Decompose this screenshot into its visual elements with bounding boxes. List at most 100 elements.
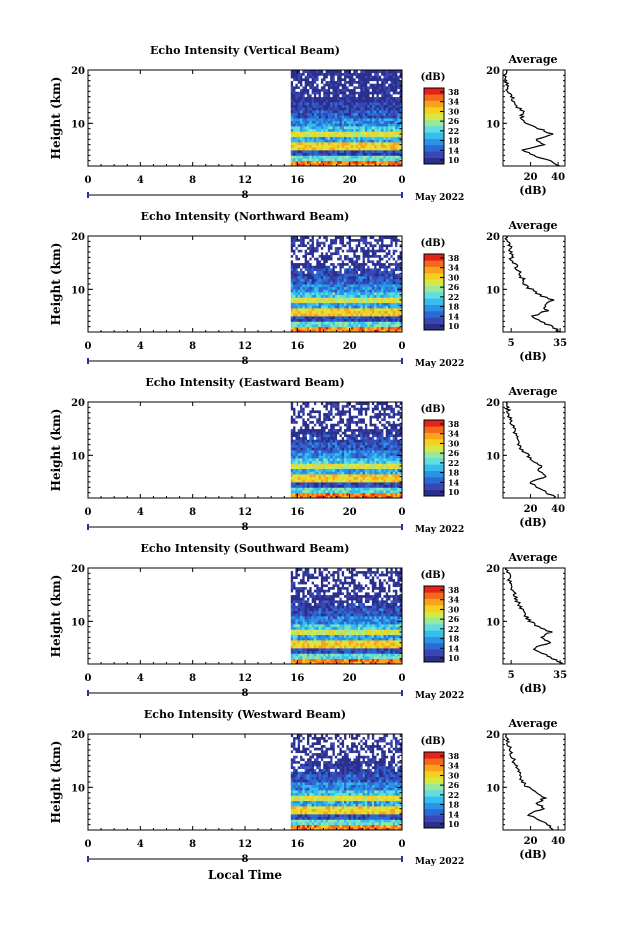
heatmap-cell bbox=[318, 112, 322, 116]
heatmap-cell bbox=[311, 313, 315, 317]
heatmap-cell bbox=[339, 482, 343, 486]
heatmap-cell bbox=[360, 426, 364, 430]
heatmap-cell bbox=[374, 139, 377, 143]
heatmap-cell bbox=[307, 418, 310, 422]
heatmap-cell bbox=[390, 254, 394, 258]
heatmap-cell bbox=[383, 155, 387, 159]
heatmap-cell bbox=[399, 305, 403, 309]
heatmap-cell bbox=[316, 436, 319, 440]
heatmap-cell bbox=[339, 305, 343, 309]
heatmap-cell bbox=[295, 244, 299, 248]
heatmap-cell bbox=[290, 297, 294, 301]
heatmap-cell bbox=[304, 466, 308, 470]
heatmap-cell bbox=[295, 246, 299, 250]
heatmap-cell bbox=[300, 262, 303, 266]
heatmap-cell bbox=[295, 447, 299, 451]
heatmap-cell bbox=[297, 281, 301, 285]
heatmap-cell bbox=[351, 426, 354, 430]
heatmap-cell bbox=[388, 142, 391, 146]
heatmap-cell bbox=[371, 241, 375, 245]
heatmap-cell bbox=[374, 88, 377, 92]
heatmap-cell bbox=[304, 238, 308, 242]
heatmap-cell bbox=[313, 123, 317, 127]
heatmap-cell bbox=[395, 160, 398, 164]
heatmap-cell bbox=[357, 418, 361, 422]
heatmap-cell bbox=[353, 428, 357, 432]
heatmap-cell bbox=[346, 404, 350, 408]
heatmap-cell bbox=[334, 490, 338, 494]
heatmap-cell bbox=[330, 436, 333, 440]
heatmap-cell bbox=[351, 308, 354, 312]
heatmap-cell bbox=[302, 150, 306, 154]
heatmap-cell bbox=[320, 329, 324, 333]
heatmap-cell bbox=[388, 118, 391, 122]
heatmap-cell bbox=[346, 471, 350, 475]
heatmap-cell bbox=[376, 126, 380, 130]
heatmap-cell bbox=[362, 313, 366, 317]
heatmap-cell bbox=[325, 163, 329, 167]
heatmap-cell bbox=[392, 123, 396, 127]
heatmap-cell bbox=[295, 300, 299, 304]
heatmap-cell bbox=[392, 152, 396, 156]
heatmap-cell bbox=[395, 104, 398, 108]
heatmap-cell bbox=[388, 128, 391, 132]
heatmap-cell bbox=[346, 86, 350, 90]
heatmap-cell bbox=[369, 118, 373, 122]
heatmap-cell bbox=[313, 316, 317, 320]
heatmap-cell bbox=[295, 147, 299, 151]
heatmap-cell bbox=[348, 83, 352, 87]
heatmap-cell bbox=[360, 415, 364, 419]
heatmap-cell bbox=[344, 147, 347, 151]
heatmap-cell bbox=[367, 83, 370, 87]
heatmap-cell bbox=[316, 252, 319, 256]
heatmap-cell bbox=[357, 487, 361, 491]
heatmap-cell bbox=[339, 160, 343, 164]
heatmap-cell bbox=[364, 428, 368, 432]
heatmap-cell bbox=[339, 415, 343, 419]
heatmap-cell bbox=[339, 292, 343, 296]
heatmap-cell bbox=[295, 297, 299, 301]
heatmap-cell bbox=[392, 276, 396, 280]
heatmap-cell bbox=[297, 107, 301, 111]
heatmap-cell bbox=[316, 273, 319, 277]
heatmap-cell bbox=[364, 152, 368, 156]
heatmap-cell bbox=[357, 479, 361, 483]
heatmap-cell bbox=[327, 300, 331, 304]
heatmap-cell bbox=[309, 490, 313, 494]
heatmap-cell bbox=[302, 273, 306, 277]
heatmap-cell bbox=[334, 281, 338, 285]
heatmap-cell bbox=[334, 452, 338, 456]
heatmap-cell bbox=[360, 131, 364, 135]
heatmap-cell bbox=[357, 407, 361, 411]
heatmap-cell bbox=[307, 471, 310, 475]
heatmap-cell bbox=[360, 316, 364, 320]
heatmap-cell bbox=[325, 134, 329, 138]
heatmap-cell bbox=[395, 155, 398, 159]
heatmap-cell bbox=[327, 254, 331, 258]
heatmap-cell bbox=[330, 471, 333, 475]
heatmap-cell bbox=[360, 487, 364, 491]
heatmap-cell bbox=[374, 150, 377, 154]
heatmap-cell bbox=[399, 292, 403, 296]
heatmap-cell bbox=[364, 134, 368, 138]
heatmap-cell bbox=[367, 463, 370, 467]
heatmap-cell bbox=[334, 479, 338, 483]
heatmap-cell bbox=[339, 131, 343, 135]
heatmap-cell bbox=[304, 120, 308, 124]
heatmap-cell bbox=[297, 418, 301, 422]
heatmap-cell bbox=[320, 236, 324, 240]
heatmap-cell bbox=[313, 252, 317, 256]
heatmap-cell bbox=[302, 436, 306, 440]
heatmap-cell bbox=[316, 246, 319, 250]
heatmap-cell bbox=[327, 423, 331, 427]
heatmap-cell bbox=[395, 96, 398, 100]
heatmap-cell bbox=[371, 254, 375, 258]
heatmap-cell bbox=[346, 244, 350, 248]
heatmap-cell bbox=[320, 310, 324, 314]
heatmap-cell bbox=[302, 479, 306, 483]
heatmap-cell bbox=[369, 155, 373, 159]
heatmap-cell bbox=[290, 115, 294, 119]
heatmap-cell bbox=[367, 471, 370, 475]
heatmap-cell bbox=[390, 286, 394, 290]
heatmap-cell bbox=[295, 289, 299, 293]
